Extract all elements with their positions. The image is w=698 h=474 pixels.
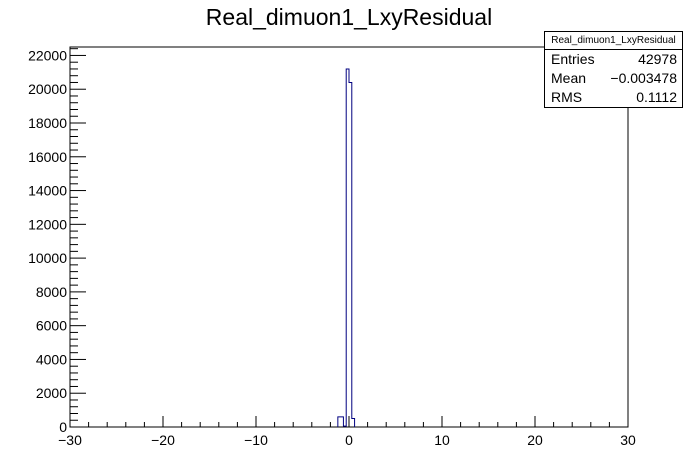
histogram-bin — [343, 426, 346, 427]
histogram-bin — [346, 69, 349, 427]
stats-mean-value: −0.003478 — [610, 70, 677, 86]
y-tick-label: 14000 — [28, 183, 67, 199]
y-tick-label: 12000 — [28, 216, 67, 232]
x-tick-label: 20 — [527, 432, 543, 448]
y-tick-label: 0 — [59, 419, 67, 435]
x-tick-label: −20 — [151, 432, 175, 448]
y-axis: 0 2000 4000 6000 8000 10000 12000 14000 16000 180… — [28, 47, 86, 435]
y-tick-label: 10000 — [28, 250, 67, 266]
x-tick-label: 10 — [434, 432, 450, 448]
y-tick-label: 4000 — [36, 351, 67, 367]
stats-entries-value: 42978 — [638, 51, 677, 67]
stats-rms-label: RMS — [551, 89, 583, 105]
stats-entries-label: Entries — [551, 51, 595, 67]
stats-row-mean: Mean −0.003478 — [545, 69, 682, 88]
y-tick-label: 16000 — [28, 149, 67, 165]
y-tick-label: 18000 — [28, 115, 67, 131]
y-tick-label: 6000 — [36, 318, 67, 334]
y-tick-label: 2000 — [36, 385, 67, 401]
histogram-bin — [352, 419, 355, 427]
x-tick-label: 30 — [620, 432, 636, 448]
histogram-bin — [338, 417, 341, 427]
histogram-bin — [341, 417, 344, 427]
x-tick-label: −10 — [244, 432, 268, 448]
stats-box: Real_dimuon1_LxyResidual Entries 42978 M… — [544, 31, 683, 108]
stats-row-rms: RMS 0.1112 — [545, 88, 682, 107]
chart-title: Real_dimuon1_LxyResidual — [206, 4, 492, 30]
histogram-outline — [337, 68, 356, 427]
histogram-bin — [349, 82, 352, 427]
histogram-bins — [337, 68, 356, 427]
stats-mean-label: Mean — [551, 70, 587, 86]
stats-rms-value: 0.1112 — [636, 89, 677, 105]
y-tick-label: 8000 — [36, 284, 67, 300]
stats-row-entries: Entries 42978 — [545, 50, 682, 69]
stats-title: Real_dimuon1_LxyResidual — [545, 32, 682, 50]
x-tick-label: −30 — [58, 432, 82, 448]
y-tick-label: 20000 — [28, 81, 67, 97]
x-axis: −30 −20 −10 0 10 20 30 — [58, 416, 636, 448]
y-tick-label: 22000 — [28, 47, 67, 63]
x-tick-label: 0 — [345, 432, 353, 448]
